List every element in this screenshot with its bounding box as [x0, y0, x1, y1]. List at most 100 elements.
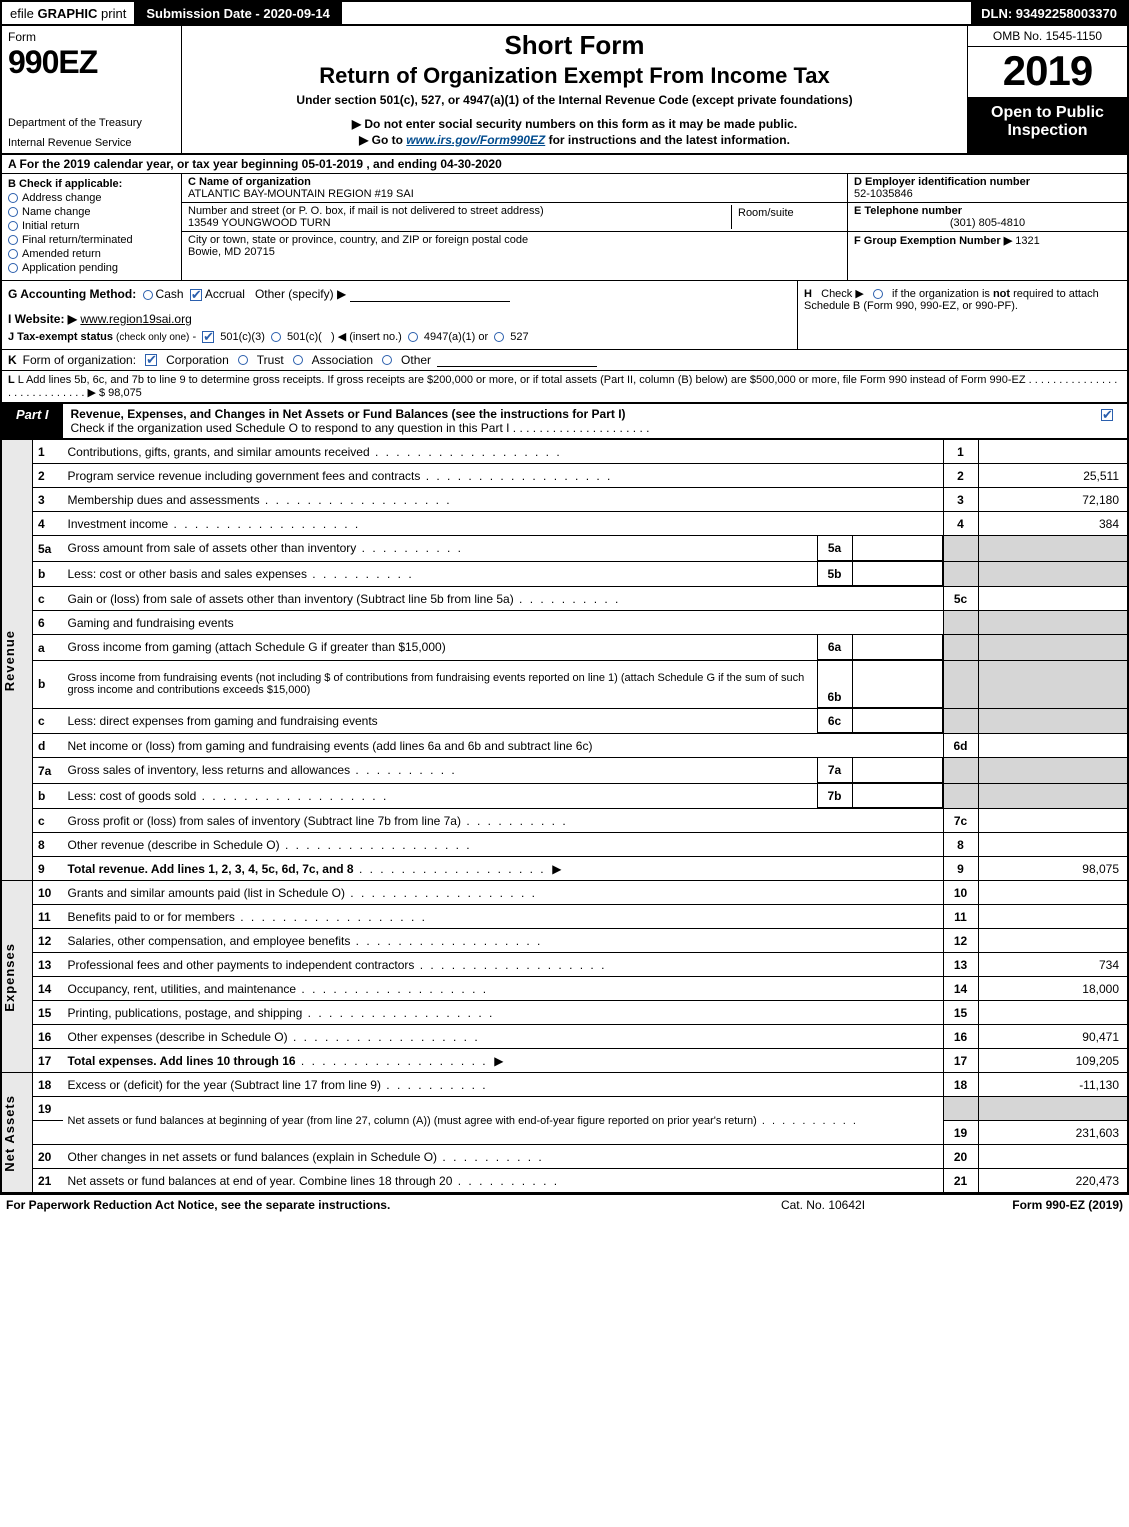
- inner-num: 7b: [817, 784, 852, 808]
- line-value: [978, 1001, 1128, 1025]
- irs-link[interactable]: www.irs.gov/Form990EZ: [406, 133, 545, 147]
- footer-catalog: Cat. No. 10642I: [723, 1198, 923, 1212]
- street-value: 13549 YOUNGWOOD TURN: [188, 217, 731, 229]
- website-label: I Website: ▶: [8, 312, 77, 326]
- chk-application-pending[interactable]: Application pending: [8, 262, 175, 274]
- line-value-shade: [978, 536, 1128, 562]
- line-value-shade: [978, 1097, 1128, 1121]
- subtitle-1: Under section 501(c), 527, or 4947(a)(1)…: [192, 93, 957, 107]
- city-value: Bowie, MD 20715: [188, 246, 841, 258]
- line-value-shade: [978, 635, 1128, 661]
- org-name-label: C Name of organization: [188, 176, 841, 188]
- dln: DLN: 93492258003370: [971, 2, 1127, 24]
- line-4: 4 Investment income 4 384: [1, 512, 1128, 536]
- line-value-shade: [978, 708, 1128, 734]
- line-num: c: [33, 587, 63, 611]
- line-7b: b Less: cost of goods sold 7b: [1, 783, 1128, 809]
- chk-label: Name change: [22, 206, 91, 218]
- g-cash: Cash: [156, 287, 184, 301]
- telephone-label: E Telephone number: [854, 205, 1121, 217]
- row-l-gross-receipts: L L Add lines 5b, 6c, and 7b to line 9 t…: [0, 371, 1129, 403]
- header-center: Short Form Return of Organization Exempt…: [182, 26, 967, 153]
- circle-icon[interactable]: [238, 355, 248, 365]
- department: Department of the Treasury: [8, 117, 175, 129]
- efile-print-cell[interactable]: efile GRAPHIC print: [2, 2, 136, 24]
- checkbox-accrual[interactable]: [190, 289, 202, 301]
- row-l-text: L Add lines 5b, 6c, and 7b to line 9 to …: [8, 374, 1117, 399]
- line-text: Occupancy, rent, utilities, and maintena…: [63, 977, 944, 1001]
- line-refnum: 13: [943, 953, 978, 977]
- line-text: Gross profit or (loss) from sales of inv…: [63, 809, 944, 833]
- chk-name-change[interactable]: Name change: [8, 206, 175, 218]
- k-other-blank[interactable]: [437, 353, 597, 367]
- circle-icon[interactable]: [873, 289, 883, 299]
- line-refnum-shade: [943, 708, 978, 734]
- row-i-website: I Website: ▶ www.region19sai.org: [8, 312, 791, 326]
- line-value-shade: [978, 611, 1128, 635]
- line-refnum: 10: [943, 881, 978, 905]
- inner-val: [852, 536, 942, 560]
- chk-initial-return[interactable]: Initial return: [8, 220, 175, 232]
- line-text: Gross income from gaming (attach Schedul…: [63, 635, 818, 659]
- footer-right-post: (2019): [1085, 1198, 1123, 1212]
- line-text-wrap: Gross income from gaming (attach Schedul…: [63, 635, 944, 661]
- circle-icon: [8, 249, 18, 259]
- top-bar: efile GRAPHIC print Submission Date - 20…: [0, 0, 1129, 26]
- line-refnum: 1: [943, 440, 978, 464]
- chk-label: Initial return: [22, 220, 79, 232]
- submission-date: Submission Date - 2020-09-14: [136, 2, 342, 24]
- subtitle-3: ▶ Go to www.irs.gov/Form990EZ for instru…: [192, 133, 957, 147]
- inner-num: 6a: [817, 635, 852, 659]
- part-i-subtitle: Check if the organization used Schedule …: [71, 421, 650, 435]
- circle-icon: [8, 235, 18, 245]
- line-num: 13: [33, 953, 63, 977]
- city-row: City or town, state or province, country…: [182, 232, 847, 260]
- footer-right-pre: Form: [1012, 1198, 1045, 1212]
- footer-right-bold: 990-EZ: [1046, 1198, 1085, 1212]
- line-3: 3 Membership dues and assessments 3 72,1…: [1, 488, 1128, 512]
- circle-icon[interactable]: [494, 332, 504, 342]
- line-refnum: 14: [943, 977, 978, 1001]
- line-value: 25,511: [978, 464, 1128, 488]
- line-21: 21 Net assets or fund balances at end of…: [1, 1169, 1128, 1193]
- circle-icon[interactable]: [408, 332, 418, 342]
- website-value[interactable]: www.region19sai.org: [80, 312, 191, 326]
- line-refnum-shade: [943, 758, 978, 784]
- line-text: Program service revenue including govern…: [63, 464, 944, 488]
- circle-icon[interactable]: [382, 355, 392, 365]
- circle-icon[interactable]: [271, 332, 281, 342]
- inner-num: 6b: [817, 661, 852, 708]
- circle-icon[interactable]: [293, 355, 303, 365]
- circle-icon: [8, 221, 18, 231]
- line-8: 8 Other revenue (describe in Schedule O)…: [1, 833, 1128, 857]
- circle-icon[interactable]: [143, 290, 153, 300]
- inner-num: 7a: [817, 758, 852, 782]
- line-num: 10: [33, 881, 63, 905]
- block-bcd: B Check if applicable: Address change Na…: [0, 174, 1129, 281]
- telephone-value: (301) 805-4810: [854, 217, 1121, 229]
- line-value-shade: [978, 660, 1128, 708]
- checkbox-501c3[interactable]: [202, 331, 214, 343]
- row-a-tax-year: A For the 2019 calendar year, or tax yea…: [0, 155, 1129, 174]
- tax-year: 2019: [968, 47, 1127, 98]
- line-text-wrap: Less: cost of goods sold 7b: [63, 783, 944, 809]
- chk-label: Amended return: [22, 248, 101, 260]
- line-text: Gross sales of inventory, less returns a…: [63, 758, 818, 782]
- chk-final-return[interactable]: Final return/terminated: [8, 234, 175, 246]
- chk-amended-return[interactable]: Amended return: [8, 248, 175, 260]
- group-value: 1321: [1015, 235, 1039, 247]
- group-label: F Group Exemption Number ▶: [854, 235, 1015, 247]
- line-text: Total revenue. Add lines 1, 2, 3, 4, 5c,…: [63, 857, 944, 881]
- line-num: [33, 1121, 63, 1145]
- line-num: 20: [33, 1145, 63, 1169]
- inner-num: 6c: [817, 709, 852, 733]
- checkbox-schedule-o[interactable]: [1101, 409, 1113, 421]
- line-5a: 5a Gross amount from sale of assets othe…: [1, 536, 1128, 562]
- group-exemption-row: F Group Exemption Number ▶ 1321: [848, 232, 1127, 249]
- chk-address-change[interactable]: Address change: [8, 192, 175, 204]
- line-refnum-shade: [943, 1097, 978, 1121]
- line-text: Professional fees and other payments to …: [63, 953, 944, 977]
- street-row: Number and street (or P. O. box, if mail…: [182, 203, 847, 232]
- checkbox-corporation[interactable]: [145, 354, 157, 366]
- g-other-blank[interactable]: [350, 288, 510, 302]
